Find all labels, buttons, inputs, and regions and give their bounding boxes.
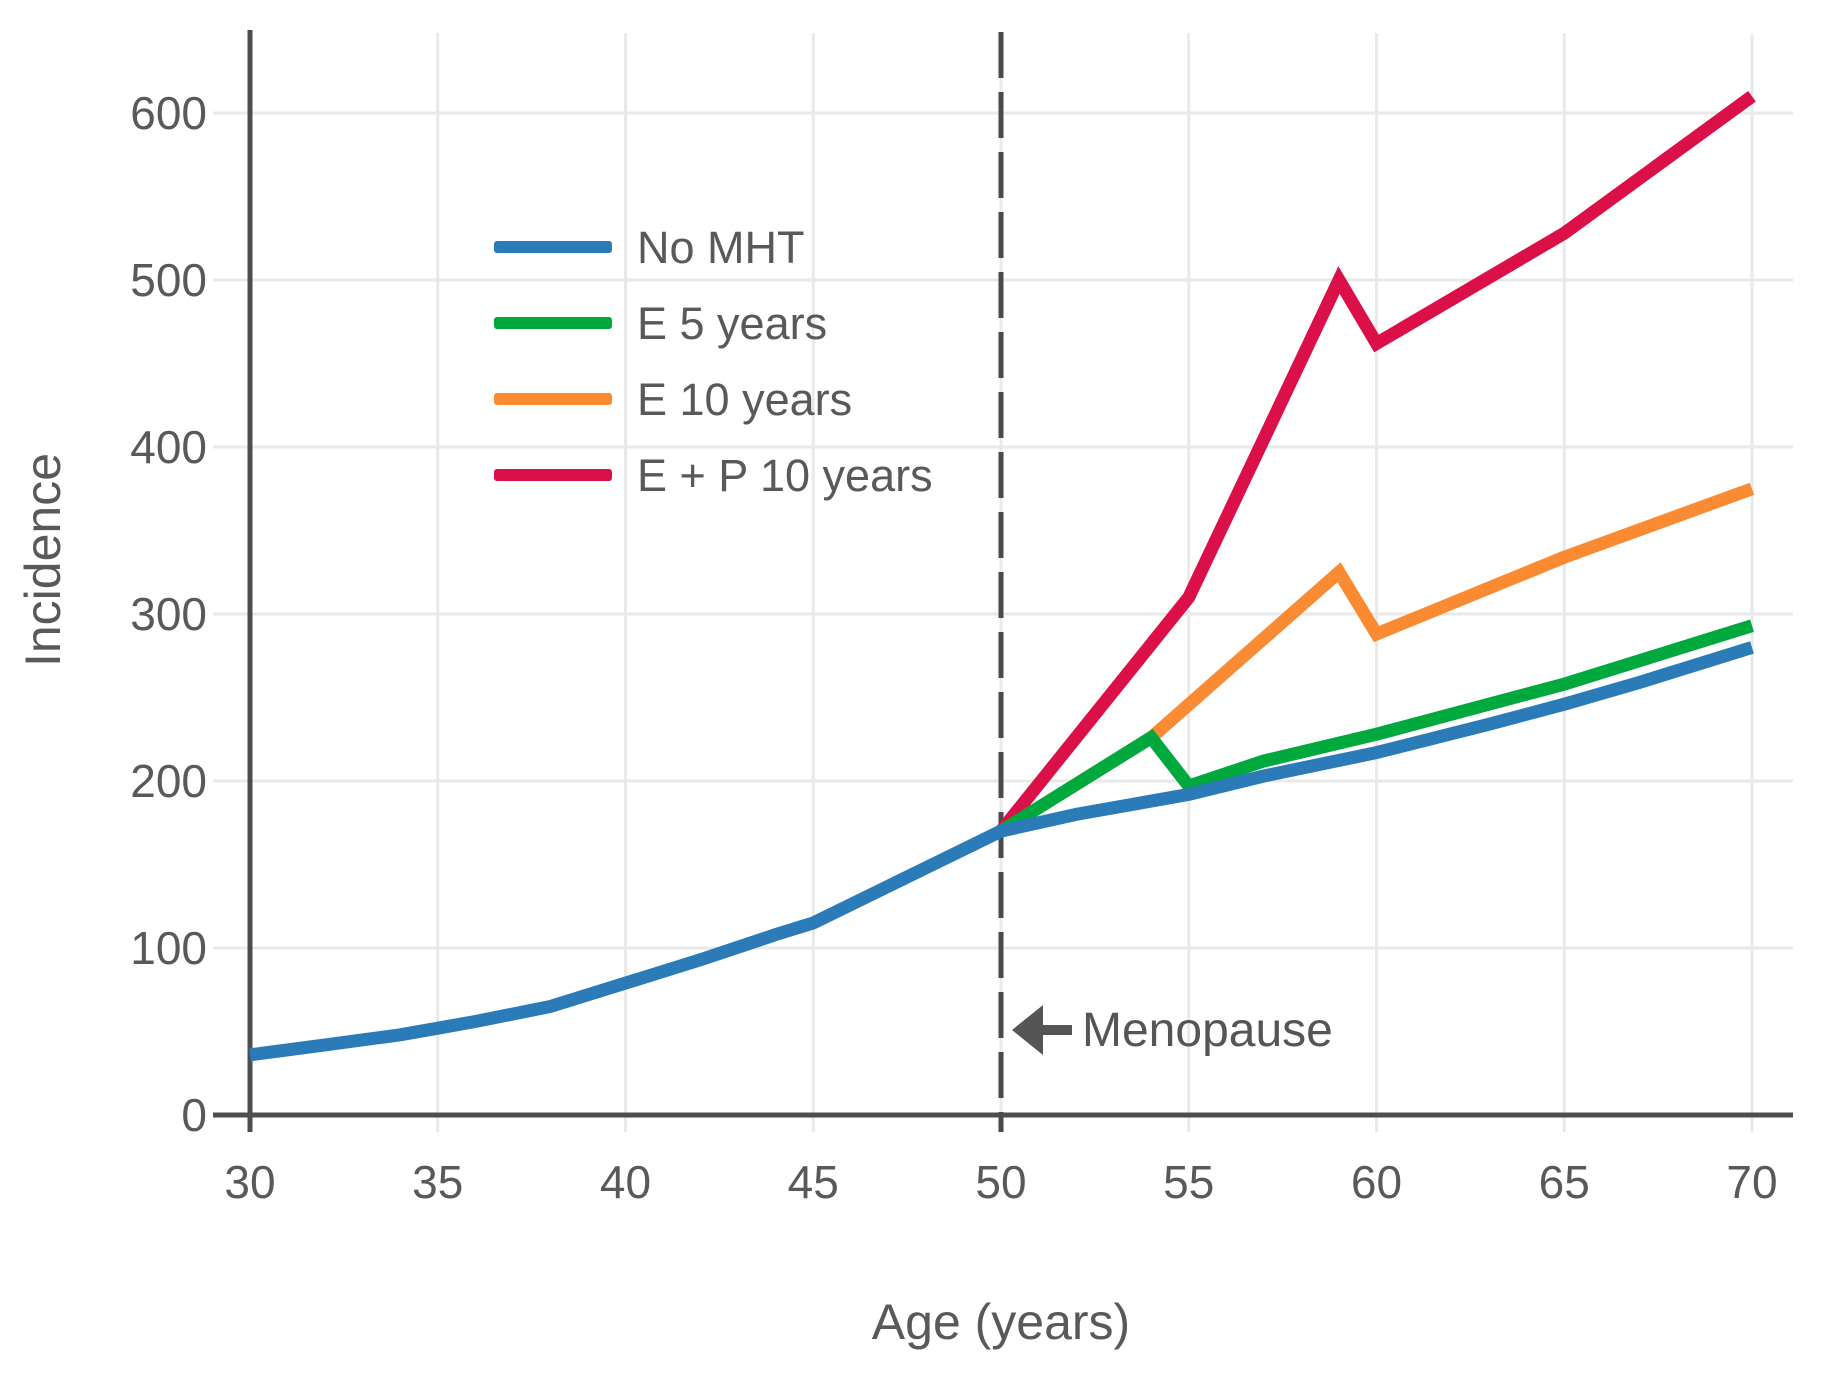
y-tick-label-600: 600 xyxy=(130,87,207,139)
series-line-no-mht xyxy=(249,641,1754,1062)
y-tick-label-100: 100 xyxy=(130,922,207,974)
y-tick-label-200: 200 xyxy=(130,755,207,807)
legend-swatch-e-p-10-years xyxy=(494,469,612,481)
legend-item-e-5-years: E 5 years xyxy=(494,285,933,361)
x-axis-title: Age (years) xyxy=(871,1294,1131,1350)
x-tick-label-70: 70 xyxy=(1726,1156,1777,1208)
legend-item-no-mht: No MHT xyxy=(494,209,933,285)
x-tick-label-40: 40 xyxy=(600,1156,651,1208)
tick-labels: 30 35 40 45 50 55 60 65 70 0 100 200 300 400 500 600 xyxy=(130,87,1777,1208)
y-tick-label-400: 400 xyxy=(130,421,207,473)
series-line-e-p-10-years xyxy=(995,91,1756,836)
x-tick-label-50: 50 xyxy=(975,1156,1026,1208)
series-line-e-5-years xyxy=(997,619,1754,837)
x-tick-label-55: 55 xyxy=(1163,1156,1214,1208)
series-lines xyxy=(249,91,1756,1062)
menopause-annotation-label: Menopause xyxy=(1082,1004,1333,1057)
y-axis-title: Incidence xyxy=(15,452,71,668)
axis-lines xyxy=(213,30,1793,1132)
menopause-arrow-icon xyxy=(1012,1005,1072,1055)
x-tick-label-65: 65 xyxy=(1539,1156,1590,1208)
legend-label-e-10-years: E 10 years xyxy=(637,373,853,425)
legend-label-no-mht: No MHT xyxy=(637,221,805,273)
legend: No MHT E 5 years E 10 years E + P 10 yea… xyxy=(494,209,933,513)
legend-label-e-5-years: E 5 years xyxy=(637,297,828,349)
legend-item-e-10-years: E 10 years xyxy=(494,361,933,437)
x-tick-label-35: 35 xyxy=(412,1156,463,1208)
x-tick-label-45: 45 xyxy=(788,1156,839,1208)
legend-swatch-e-5-years xyxy=(494,317,612,329)
legend-swatch-no-mht xyxy=(494,241,612,253)
legend-swatch-e-10-years xyxy=(494,393,612,405)
x-tick-label-30: 30 xyxy=(224,1156,275,1208)
x-tick-label-60: 60 xyxy=(1351,1156,1402,1208)
y-tick-label-0: 0 xyxy=(181,1089,207,1141)
legend-label-e-p-10-years: E + P 10 years xyxy=(637,449,933,501)
y-tick-label-300: 300 xyxy=(130,588,207,640)
legend-item-e-p-10-years: E + P 10 years xyxy=(494,437,933,513)
menopause-annotation: Menopause xyxy=(1012,1004,1333,1057)
y-tick-label-500: 500 xyxy=(130,254,207,306)
